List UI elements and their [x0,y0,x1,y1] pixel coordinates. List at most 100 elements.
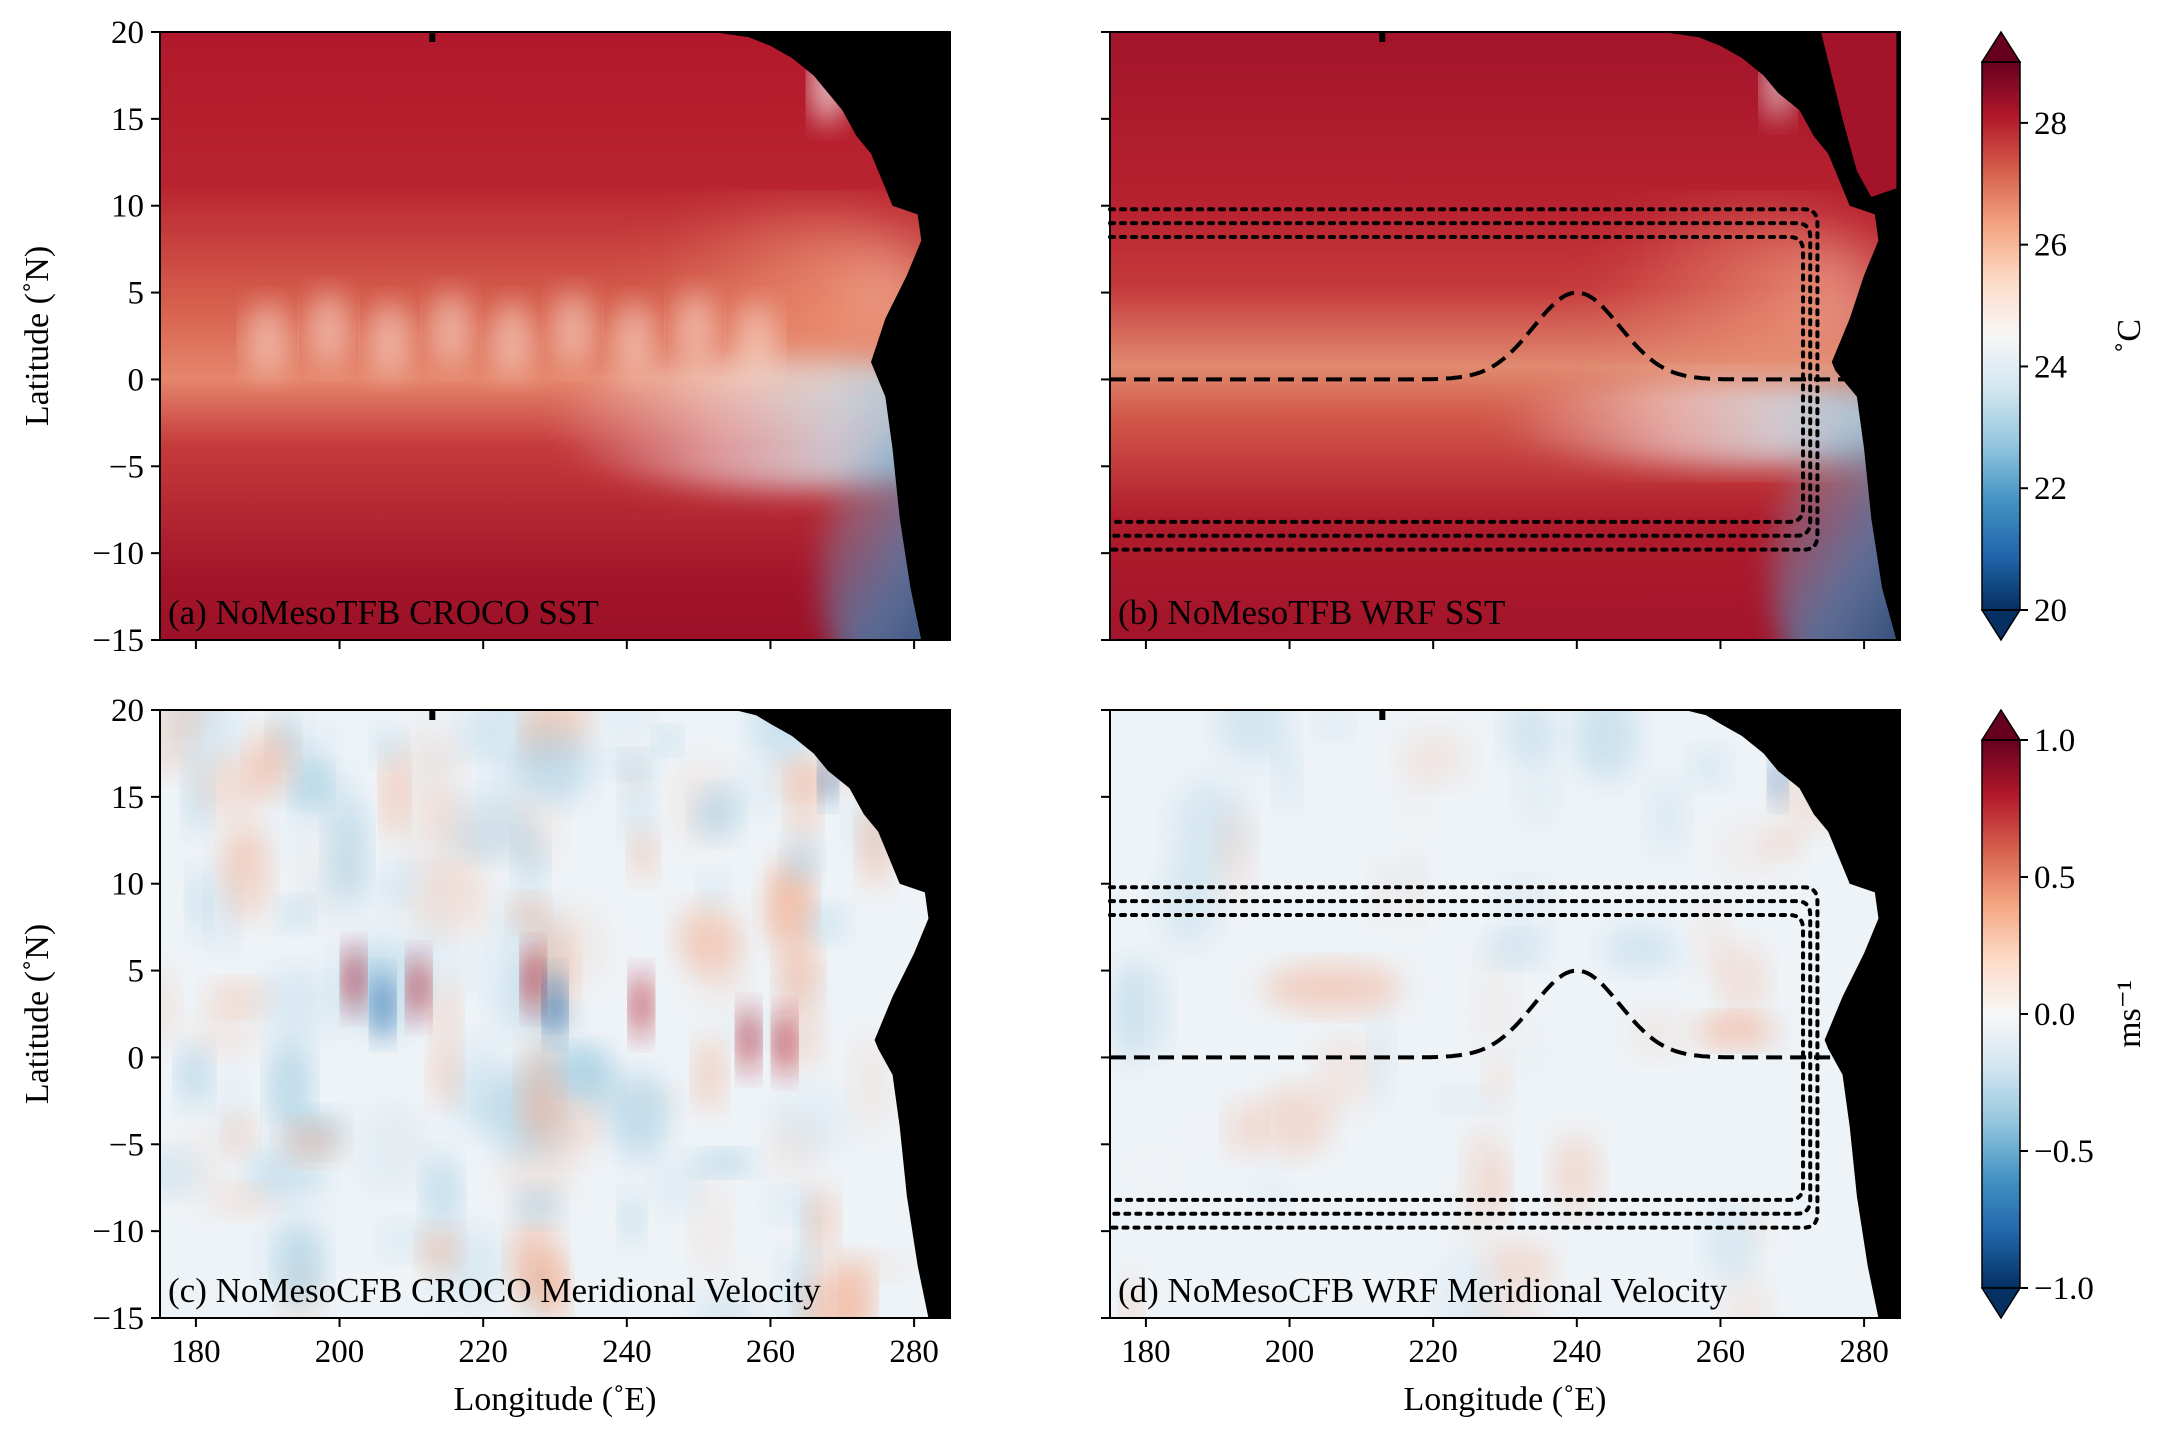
velocity-core-negative [372,971,393,1040]
panel-annotation: (a) NoMesoTFB CROCO SST [168,593,599,632]
positive-anomaly [1551,1133,1600,1216]
y-tick-label: −15 [92,623,144,659]
colorbar-extend-max [1980,30,2022,63]
negative-anomaly [620,1192,644,1246]
colorbar-extend-min [1980,1287,2022,1320]
negative-anomaly [693,1150,755,1175]
colorbar-tick-label: 24 [2034,349,2067,385]
negative-anomaly [1631,1122,1710,1205]
negative-anomaly [287,720,312,763]
positive-anomaly [206,980,268,1015]
velocity-core-negative [545,971,565,1040]
negative-anomaly [279,765,351,805]
positive-anomaly [1226,1100,1263,1158]
y-tick-label: 5 [128,954,145,990]
velocity-core-positive [738,1006,759,1075]
negative-anomaly [160,1150,203,1196]
instability-wave [673,291,718,368]
positive-anomaly [531,905,600,990]
negative-anomaly [654,1159,700,1214]
positive-anomaly [1695,900,1730,981]
positive-anomaly [381,1112,422,1174]
positive-anomaly [510,1217,561,1307]
negative-anomaly [770,972,843,1007]
negative-anomaly [801,904,847,942]
y-tick-label: 20 [111,693,144,729]
y-tick-label: 20 [111,15,144,51]
negative-anomaly [1516,746,1559,831]
velocity-core-positive [631,971,652,1040]
negative-anomaly [373,727,405,764]
negative-anomaly [326,794,368,899]
y-tick-label: 10 [111,867,144,903]
y-tick-label: 0 [128,362,145,398]
positive-anomaly [160,720,193,776]
island [429,32,436,42]
positive-anomaly [1571,1065,1593,1111]
instability-wave [550,291,595,368]
x-tick-label: 200 [315,1334,365,1370]
axes-frame [159,31,951,641]
positive-anomaly [1401,729,1470,785]
negative-anomaly [178,1044,211,1106]
negative-anomaly [520,727,591,805]
colorbar-tick-label: 1.0 [2034,723,2075,759]
positive-anomaly [404,726,461,815]
positive-anomaly [1257,1085,1332,1157]
land-mask [713,32,950,640]
colorbar-tick-label: 20 [2034,593,2067,629]
x-tick-label: 200 [1265,1334,1315,1370]
negative-anomaly [541,728,599,822]
panel-annotation: (b) NoMesoTFB WRF SST [1118,593,1505,632]
y-tick-label: 0 [128,1040,145,1076]
velocity-core-positive [523,945,544,1014]
negative-anomaly [353,1105,428,1195]
positive-anomaly [1717,943,1769,1019]
positive-anomaly [520,1040,561,1139]
instability-wave [489,301,534,378]
negative-anomaly [1689,748,1729,787]
axes-frame [1109,31,1901,641]
negative-anomaly [431,1226,508,1308]
field-b [1110,32,1900,640]
colorbar-extend-min [1980,609,2022,642]
x-tick-label: 280 [1839,1334,1889,1370]
panel-a: 20 15 10 5 0 −5 −10 −15 Latitude (˚N) (a) NoMesoT… [19,15,951,659]
colorbar-tick-label: 28 [2034,106,2067,142]
positive-anomaly [1485,1057,1511,1108]
colorbar-tick-label: 26 [2034,228,2067,264]
y-axis-title: Latitude (˚N) [19,246,56,426]
axes-frame [159,709,951,1319]
x-tick-label: 220 [458,1334,508,1370]
negative-anomaly [1494,876,1548,933]
negative-anomaly [1114,960,1139,1065]
positive-anomaly [281,1121,342,1162]
instability-wave [734,301,779,378]
positive-anomaly [382,749,408,839]
x-axis-title: Longitude (˚E) [1404,1381,1607,1418]
y-tick-label: −15 [92,1301,144,1337]
colorbar-gradient [1982,740,2020,1288]
negative-anomaly [717,765,794,816]
positive-anomaly [430,1049,460,1106]
negative-anomaly [1602,925,1680,972]
overlay-dotted-box [1108,885,1820,1230]
x-tick-label: 240 [602,1334,652,1370]
caribbean-sst [1821,32,1897,198]
panel-b: (b) NoMesoTFB WRF SST [1101,31,1901,649]
y-tick-label: −5 [109,1127,144,1163]
instability-wave [428,291,473,368]
instability-wave [367,301,412,378]
positive-anomaly [692,1177,730,1279]
positive-anomaly [1402,854,1425,928]
overlay-dotted-box [1108,234,1806,524]
cold-tongue [1497,380,1900,466]
negative-anomaly [622,764,654,846]
panel-annotation: (c) NoMesoCFB CROCO Meridional Velocity [168,1271,821,1310]
velocity-core-positive [774,1009,795,1078]
positive-anomaly [1179,1098,1212,1169]
y-tick-label: 15 [111,102,144,138]
y-tick-label: 5 [128,276,145,312]
panel-c: 180 200 220 240 260 280 20 15 10 5 0 −5 −10 −15 Latitu… [19,693,951,1418]
